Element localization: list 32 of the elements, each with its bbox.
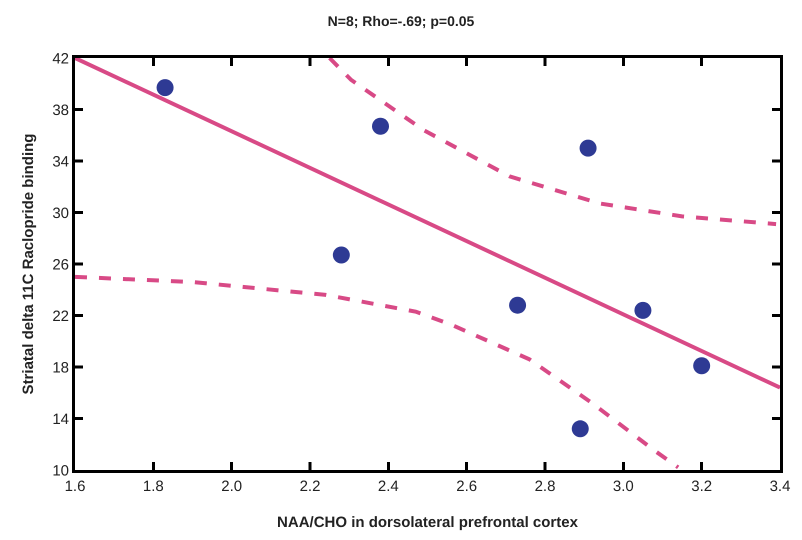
line-series — [328, 58, 778, 226]
y-tick-label: 30 — [52, 204, 69, 222]
point — [634, 302, 652, 319]
x-tick-label: 2.0 — [221, 478, 242, 495]
x-tick-label: 3.2 — [691, 478, 712, 495]
point — [509, 296, 526, 314]
point — [572, 420, 589, 438]
point — [372, 118, 389, 135]
x-tick-label: 2.8 — [534, 478, 556, 495]
y-tick-label: 10 — [52, 462, 69, 480]
x-tick-label: 1.8 — [142, 478, 164, 495]
y-tick-label: 14 — [52, 410, 69, 428]
line-series — [75, 274, 680, 470]
x-axis-title: NAA/CHO in dorsolateral prefrontal cortex — [277, 514, 579, 531]
x-tick-label: 1.6 — [64, 478, 86, 495]
y-tick-label: 38 — [52, 102, 69, 119]
y-tick-label: 42 — [52, 50, 69, 68]
point — [156, 79, 174, 96]
y-axis-title: Striatal delta 11C Raclopride binding — [20, 134, 37, 394]
y-tick-label: 34 — [52, 153, 69, 170]
x-tick-label: 3.4 — [770, 478, 790, 495]
x-tick-label: 2.2 — [300, 478, 320, 495]
x-tick-label: 2.4 — [378, 478, 399, 495]
x-tick-label: 2.6 — [456, 478, 478, 495]
y-tick-label: 26 — [52, 256, 69, 274]
x-tick-label: 3.0 — [612, 478, 634, 495]
y-tick-label: 18 — [52, 359, 69, 376]
y-tick-label: 22 — [52, 308, 69, 325]
point — [693, 357, 710, 374]
point — [580, 140, 597, 157]
chart-title: N=8; Rho=-.69; p=0.05 — [328, 13, 475, 29]
point — [332, 246, 350, 264]
